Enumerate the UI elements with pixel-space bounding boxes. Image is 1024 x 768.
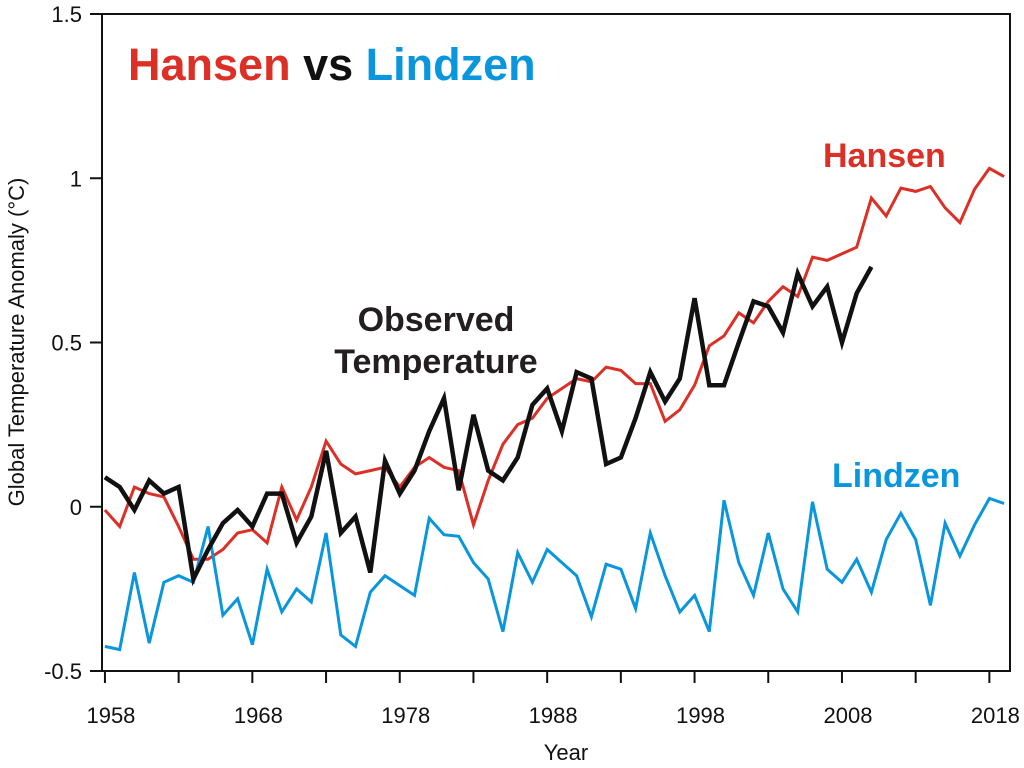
title-vs: vs (303, 39, 353, 90)
y-tick-label: 1 (70, 166, 82, 191)
x-tick-label: 2008 (823, 703, 872, 728)
x-axis-title: Year (544, 740, 588, 765)
hansen-line (103, 166, 1005, 561)
title-hansen: Hansen (128, 39, 291, 90)
x-tick-label: 1978 (381, 703, 430, 728)
chart-title: Hansen vs Lindzen (128, 39, 536, 90)
lindzen-series-label: Lindzen (832, 457, 960, 495)
y-axis-title: Global Temperature Anomaly (°C) (4, 178, 29, 507)
hansen-series-label: Hansen (823, 137, 946, 175)
lindzen-line (104, 496, 1005, 652)
title-lindzen: Lindzen (366, 39, 536, 90)
y-axis: -0.5 0 0.5 1 1.5 (44, 2, 102, 684)
y-tick-label: 0.5 (51, 331, 82, 356)
plot-frame (101, 13, 1011, 672)
y-tick-label: 0 (70, 495, 82, 520)
x-axis: 1958 1968 1978 1988 1998 2008 2018 (86, 671, 1020, 728)
y-tick-label: 1.5 (51, 2, 82, 27)
y-tick-label: -0.5 (44, 659, 82, 684)
x-tick-label: 1958 (86, 703, 135, 728)
x-tick-label: 2018 (971, 703, 1020, 728)
x-tick-label: 1998 (676, 703, 725, 728)
observed-label-line2: Temperature (334, 343, 537, 381)
series-lines (103, 166, 1005, 652)
x-tick-label: 1968 (234, 703, 283, 728)
x-tick-label: 1988 (529, 703, 578, 728)
observed-label-line1: Observed (358, 301, 515, 339)
